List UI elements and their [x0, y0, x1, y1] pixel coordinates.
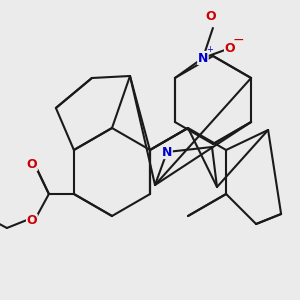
Text: O: O — [27, 158, 37, 170]
Text: +: + — [206, 46, 213, 55]
Text: O: O — [225, 41, 235, 55]
Text: O: O — [27, 214, 37, 227]
Text: O: O — [206, 10, 216, 22]
Text: N: N — [198, 52, 208, 64]
Text: N: N — [162, 146, 172, 158]
Text: −: − — [232, 33, 244, 47]
